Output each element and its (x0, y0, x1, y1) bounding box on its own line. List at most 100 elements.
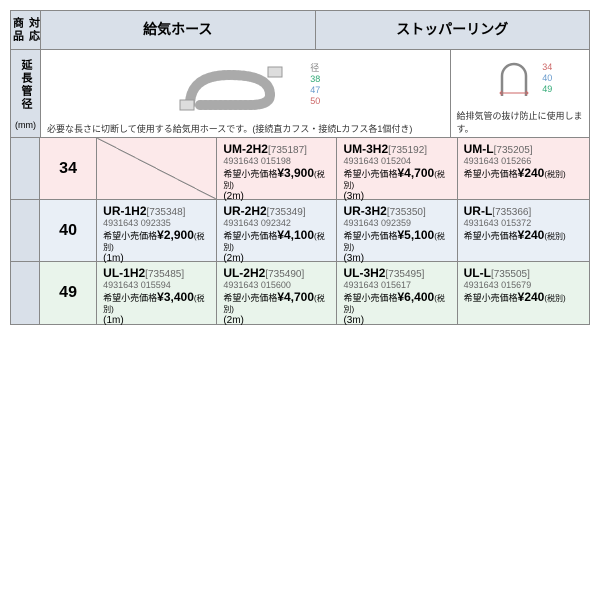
pcode: [735349] (267, 207, 306, 218)
price: ¥240 (518, 228, 545, 242)
price-label: 希望小売価格 (343, 231, 397, 241)
cell-empty-34 (97, 138, 217, 199)
stopper-desc: 給排気管の抜け防止に使用します。 (451, 107, 590, 137)
cell-ull: UL-L[735505] 4931643 015679 希望小売価格¥240(税… (458, 262, 589, 324)
price: ¥4,100 (277, 228, 314, 242)
ring-34: 34 (542, 62, 552, 73)
cell-um2h2: UM-2H2[735187] 4931643 015198 希望小売価格¥3,9… (217, 138, 337, 199)
header-unit: (mm) (11, 120, 40, 130)
image-row: 延長管径 (mm) 径 38 47 50 必要な長さに切断して使用する給気用ホー… (11, 50, 589, 138)
ring-49: 49 (542, 84, 552, 95)
diam-47: 47 (310, 85, 320, 96)
product-table: 対応商品 給気ホース ストッパーリング 延長管径 (mm) 径 38 47 (10, 10, 590, 325)
tax: (税別) (544, 294, 565, 303)
model: UR-2H2 (223, 204, 266, 218)
cell-ul1h2: UL-1H2[735485] 4931643 015594 希望小売価格¥3,4… (97, 262, 217, 324)
ring-40: 40 (542, 73, 552, 84)
price: ¥6,400 (397, 290, 434, 304)
header-ext-diam-wrap: 延長管径 (mm) (11, 50, 41, 137)
price-label: 希望小売価格 (343, 293, 397, 303)
model: UM-L (464, 142, 494, 156)
price: ¥4,700 (397, 166, 434, 180)
pcode: [735348] (147, 207, 186, 218)
row-34: 34 UM-2H2[735187] 4931643 015198 希望小売価格¥… (11, 138, 589, 200)
jan: 4931643 092335 (103, 218, 210, 228)
price-label: 希望小売価格 (464, 293, 518, 303)
cell-uml: UM-L[735205] 4931643 015266 希望小売価格¥240(税… (458, 138, 589, 199)
pcode: [735495] (385, 269, 424, 280)
hose-diameters: 径 38 47 50 (310, 63, 320, 106)
pcode: [735187] (268, 145, 307, 156)
stopper-image-cell: 34 40 49 給排気管の抜け防止に使用します。 (451, 50, 590, 137)
price-label: 希望小売価格 (223, 169, 277, 179)
hose-image-cell: 径 38 47 50 必要な長さに切断して使用する給気用ホースです。(接続直カフ… (41, 50, 451, 137)
diam-label: 径 (310, 63, 320, 74)
header-row: 対応商品 給気ホース ストッパーリング (11, 11, 589, 50)
size-49: 49 (40, 262, 97, 324)
header-ext-diam: 延長管径 (11, 50, 41, 120)
row-40: 40 UR-1H2[735348] 4931643 092335 希望小売価格¥… (11, 200, 589, 262)
len: (2m) (223, 315, 330, 326)
size-40: 40 (40, 200, 97, 261)
price: ¥240 (518, 290, 545, 304)
jan: 4931643 015679 (464, 280, 583, 290)
model: UM-3H2 (343, 142, 388, 156)
jan: 4931643 015372 (464, 218, 583, 228)
diam-38: 38 (310, 74, 320, 85)
model: UL-2H2 (223, 266, 265, 280)
jan: 4931643 015617 (343, 280, 450, 290)
model: UR-L (464, 204, 493, 218)
pcode: [735205] (494, 145, 533, 156)
price: ¥5,100 (397, 228, 434, 242)
model: UM-2H2 (223, 142, 268, 156)
jan: 4931643 015600 (223, 280, 330, 290)
header-compat: 対応商品 (11, 11, 41, 49)
price-label: 希望小売価格 (223, 231, 277, 241)
model: UR-1H2 (103, 204, 146, 218)
cell-ur3h2: UR-3H2[735350] 4931643 092359 希望小売価格¥5,1… (337, 200, 457, 261)
len: (3m) (343, 315, 450, 326)
cell-ur2h2: UR-2H2[735349] 4931643 092342 希望小売価格¥4,1… (217, 200, 337, 261)
diam-50: 50 (310, 96, 320, 107)
pcode: [735350] (387, 207, 426, 218)
pcode: [735192] (388, 145, 427, 156)
pcode: [735366] (492, 207, 531, 218)
header-stopper: ストッパーリング (316, 11, 590, 49)
model: UL-L (464, 266, 491, 280)
pcode: [735505] (491, 269, 530, 280)
pcode: [735490] (265, 269, 304, 280)
cell-um3h2: UM-3H2[735192] 4931643 015204 希望小売価格¥4,7… (337, 138, 457, 199)
price: ¥3,900 (277, 166, 314, 180)
price-label: 希望小売価格 (223, 293, 277, 303)
price: ¥2,900 (157, 228, 194, 242)
cell-url: UR-L[735366] 4931643 015372 希望小売価格¥240(税… (458, 200, 589, 261)
cell-ur1h2: UR-1H2[735348] 4931643 092335 希望小売価格¥2,9… (97, 200, 217, 261)
len: (1m) (103, 315, 210, 326)
price: ¥3,400 (157, 290, 194, 304)
model: UR-3H2 (343, 204, 386, 218)
jan: 4931643 015266 (464, 156, 583, 166)
jan: 4931643 015594 (103, 280, 210, 290)
hose-icon (170, 50, 310, 120)
price: ¥240 (518, 166, 545, 180)
jan: 4931643 092342 (223, 218, 330, 228)
price: ¥4,700 (277, 290, 314, 304)
cell-ul3h2: UL-3H2[735495] 4931643 015617 希望小売価格¥6,4… (337, 262, 457, 324)
tax: (税別) (544, 232, 565, 241)
size-34: 34 (40, 138, 97, 199)
pcode: [735485] (145, 269, 184, 280)
price-label: 希望小売価格 (103, 293, 157, 303)
hose-desc: 必要な長さに切断して使用する給気用ホースです。(接続直カフス・接続Lカフス各1個… (41, 120, 450, 137)
header-hose: 給気ホース (41, 11, 316, 49)
jan: 4931643 092359 (343, 218, 450, 228)
model: UL-1H2 (103, 266, 145, 280)
row-49: 49 UL-1H2[735485] 4931643 015594 希望小売価格¥… (11, 262, 589, 324)
price-label: 希望小売価格 (464, 231, 518, 241)
jan: 4931643 015204 (343, 156, 450, 166)
model: UL-3H2 (343, 266, 385, 280)
jan: 4931643 015198 (223, 156, 330, 166)
price-label: 希望小売価格 (343, 169, 397, 179)
price-label: 希望小売価格 (103, 231, 157, 241)
ring-icon (487, 51, 542, 106)
ring-diameters: 34 40 49 (542, 62, 552, 94)
